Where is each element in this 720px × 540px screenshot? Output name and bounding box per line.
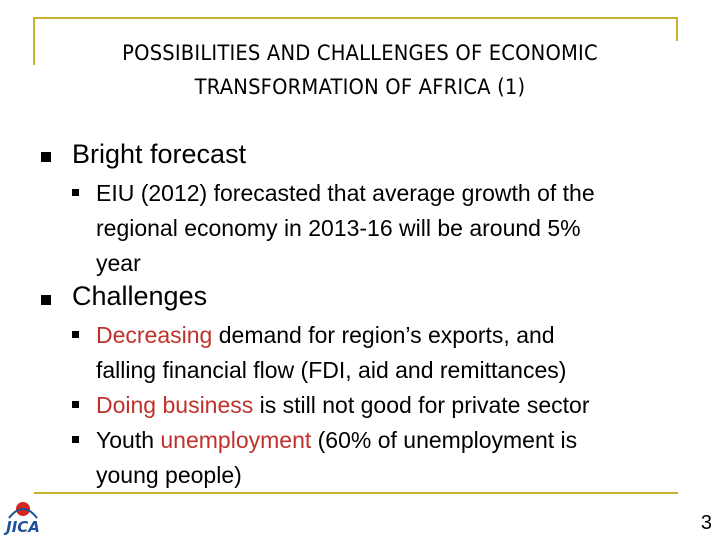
frame-right-line <box>676 17 678 41</box>
accent-text: unemployment <box>160 427 312 453</box>
section-heading-bright-forecast: Bright forecast <box>72 139 247 169</box>
list-item-eiu-forecast: EIU (2012) forecasted that average growt… <box>96 180 595 276</box>
bullet-square-icon <box>41 152 51 162</box>
accent-text: Decreasing <box>96 322 213 348</box>
sub-bullet-square-icon <box>72 401 79 408</box>
slide-title-line2: TRANSFORMATION OF AFRICA (1) <box>194 75 526 99</box>
frame-top-line <box>34 17 678 19</box>
logo-text: JICA <box>3 518 40 536</box>
list-item-youth-unemployment: Youth unemployment (60% of unemployment … <box>96 427 578 488</box>
frame-bottom-line <box>34 492 678 494</box>
page-number: 3 <box>700 512 712 534</box>
frame-left-line <box>33 17 35 65</box>
slide-title: POSSIBILITIES AND CHALLENGES OF ECONOMIC… <box>62 36 657 104</box>
sub-bullet-square-icon <box>72 189 79 196</box>
jica-logo-icon: JICA <box>3 502 40 536</box>
slide-title-line1: POSSIBILITIES AND CHALLENGES OF ECONOMIC <box>122 41 598 65</box>
sub-bullet-square-icon <box>72 331 79 338</box>
list-item-decreasing-demand: Decreasing demand for region’s exports, … <box>96 322 567 383</box>
bullet-square-icon <box>41 295 51 305</box>
accent-text: Doing business <box>96 392 254 418</box>
list-item-doing-business: Doing business is still not good for pri… <box>96 392 590 418</box>
sub-bullet-square-icon <box>72 436 79 443</box>
section-heading-challenges: Challenges <box>72 281 208 311</box>
